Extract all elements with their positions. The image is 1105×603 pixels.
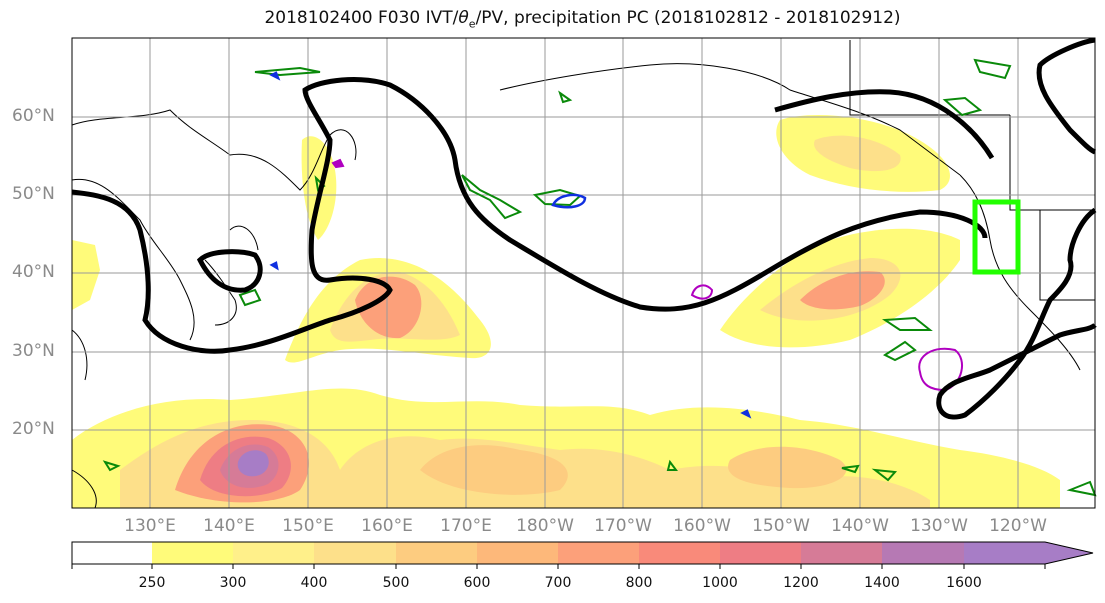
lon-label-140w: 140°W <box>831 516 889 536</box>
pv-magenta-contours <box>331 158 964 392</box>
colorbar-tick-1000: 1000 <box>702 575 738 591</box>
colorbar-tick-300: 300 <box>219 575 247 591</box>
precipitation-shading <box>72 115 1060 508</box>
lat-label-20n: 20°N <box>12 419 55 439</box>
lon-label-180w: 180°W <box>516 516 574 536</box>
lon-label-130e: 130°E <box>124 516 176 536</box>
pv-black-contours <box>71 37 1097 420</box>
colorbar-tick-250: 250 <box>138 575 166 591</box>
colorbar-tick-500: 500 <box>382 575 410 591</box>
lon-label-160e: 160°E <box>361 516 413 536</box>
ivt-blue-contours <box>269 71 752 419</box>
lon-label-160w: 160°W <box>673 516 731 536</box>
colorbar-tick-800: 800 <box>625 575 653 591</box>
colorbar-tick-700: 700 <box>544 575 572 591</box>
colorbar-tick-600: 600 <box>463 575 491 591</box>
lon-label-150w: 150°W <box>752 516 810 536</box>
colorbar-tick-1200: 1200 <box>783 575 819 591</box>
colorbar <box>71 541 1094 569</box>
colorbar-tick-1400: 1400 <box>864 575 900 591</box>
lat-label-60n: 60°N <box>12 106 55 126</box>
theta-e-contours <box>102 58 1097 497</box>
colorbar-tick-1600: 1600 <box>946 575 982 591</box>
lon-label-140e: 140°E <box>203 516 255 536</box>
lon-label-150e: 150°E <box>282 516 334 536</box>
map-frame <box>71 37 1096 509</box>
lon-label-170e: 170°E <box>440 516 492 536</box>
figure-title: 2018102400 F030 IVT/θe/PV, precipitation… <box>264 8 901 31</box>
lon-label-170w: 170°W <box>594 516 652 536</box>
lat-label-30n: 30°N <box>12 341 55 361</box>
graticule <box>72 38 1095 508</box>
lat-label-50n: 50°N <box>12 184 55 204</box>
lon-label-120w: 120°W <box>989 516 1047 536</box>
lon-label-130w: 130°W <box>910 516 968 536</box>
lat-label-40n: 40°N <box>12 262 55 282</box>
target-region-box <box>972 199 1021 275</box>
colorbar-tick-400: 400 <box>300 575 328 591</box>
